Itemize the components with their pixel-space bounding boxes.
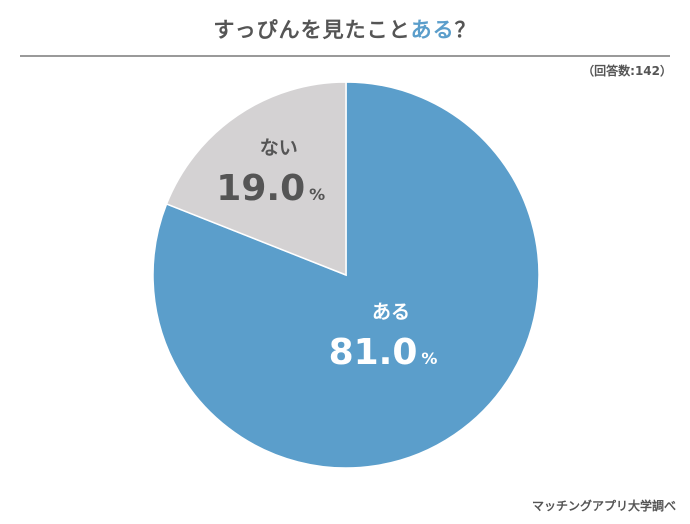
title-divider <box>20 55 670 57</box>
slice-category-label-1: ある <box>372 301 410 323</box>
slice-unit-label-2: % <box>309 185 325 204</box>
slice-unit-label-1: % <box>421 349 437 368</box>
pie-slice-2 <box>165 81 347 277</box>
respondents-note: （回答数:142） <box>582 64 672 78</box>
title-accent: ある <box>410 18 455 42</box>
title-main: すっぴんを見たこと <box>213 18 411 42</box>
slice-category-label-2: ない <box>260 137 298 159</box>
source-credit: マッチングアプリ大学調べ <box>531 499 676 513</box>
title-end: ？ <box>454 18 477 42</box>
chart-title: すっぴんを見たことある？ <box>0 14 690 44</box>
